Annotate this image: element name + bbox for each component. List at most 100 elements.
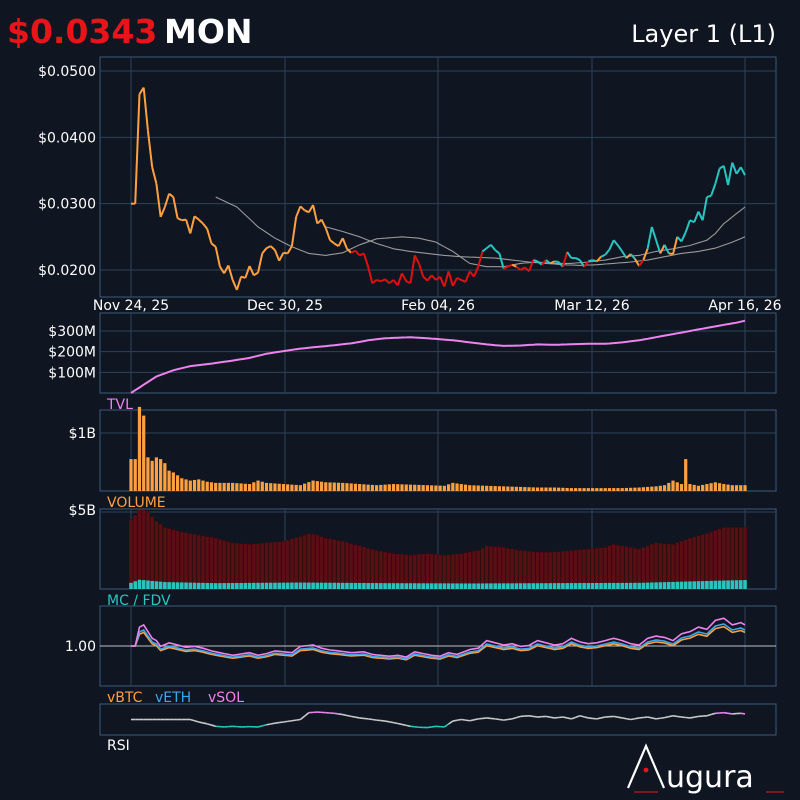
price-segment: [592, 259, 598, 263]
price-segment: [735, 166, 742, 175]
fdv-bar: [514, 549, 519, 590]
volume-bar: [159, 459, 163, 491]
mc-bar: [442, 583, 447, 589]
fdv-bar: [357, 545, 362, 590]
mc-bar: [692, 581, 696, 589]
mcfdv-panel-label: MC / FDV: [107, 593, 171, 609]
mc-bar: [417, 583, 421, 589]
mc-bar: [379, 583, 383, 589]
fdv-bar: [306, 533, 311, 590]
rsi-segment: [384, 720, 390, 723]
mc-bar: [539, 583, 544, 589]
current-price: $0.0343: [7, 12, 158, 51]
price-segment: [426, 274, 433, 282]
mc-bar: [252, 582, 256, 589]
mc-bar: [709, 580, 713, 589]
volume-bar: [286, 484, 290, 491]
volume-bar: [713, 482, 717, 491]
fdv-bar: [260, 542, 265, 590]
rsi-segment: [507, 718, 513, 721]
price-segment: [706, 194, 712, 198]
mc-bar: [700, 581, 705, 589]
price-segment: [680, 231, 687, 242]
mc-bar: [527, 583, 531, 589]
fdv-bar: [696, 535, 701, 590]
mc-bar: [158, 581, 163, 589]
fdv-bar: [370, 549, 375, 590]
mc-bar: [722, 580, 726, 589]
relative-legend-vbtc: vBTC: [107, 690, 143, 706]
rsi-segment: [443, 723, 450, 728]
mc-bar: [391, 583, 396, 589]
fdv-bar: [256, 543, 261, 590]
rsi-segment: [274, 721, 280, 725]
price-segment: [240, 275, 246, 279]
price-segment: [430, 274, 437, 281]
fdv-bar: [141, 509, 146, 590]
price-segment: [554, 260, 559, 264]
volume-bar: [383, 484, 387, 491]
volume-bar: [590, 488, 595, 491]
volume-bar: [616, 488, 620, 491]
price-segment: [290, 216, 298, 247]
volume-bar: [421, 485, 425, 491]
rsi-segment: [342, 713, 348, 717]
mc-bar: [395, 583, 400, 589]
fdv-bar: [188, 533, 193, 590]
rsi-segment: [740, 712, 746, 715]
price-segment: [579, 259, 585, 268]
fdv-bar: [628, 547, 633, 590]
fdv-bar: [277, 541, 282, 590]
fdv-bar: [624, 546, 629, 590]
volume-bar: [387, 484, 391, 491]
mc-bar: [565, 583, 569, 589]
fdv-bar: [480, 547, 485, 590]
mc-bar: [429, 583, 434, 589]
mc-bar: [209, 583, 214, 589]
mc-bar: [323, 582, 328, 589]
price-segment: [155, 183, 162, 218]
volume-bar: [391, 484, 396, 491]
mc-bar: [548, 583, 553, 589]
rsi-segment: [473, 718, 479, 721]
rsi-segment: [304, 712, 310, 717]
price-segment: [731, 162, 738, 175]
rsi-segment: [495, 718, 500, 721]
volume-bar: [675, 482, 679, 491]
price-segment: [371, 279, 378, 285]
mc-bar: [650, 582, 654, 589]
volume-bar: [734, 485, 739, 491]
volume-bar: [175, 475, 180, 491]
rsi-segment: [206, 723, 212, 726]
price-segment: [257, 253, 264, 273]
rsi-segment: [499, 718, 504, 721]
fdv-bar: [247, 544, 252, 590]
price-ma-short-line: [215, 196, 746, 268]
fdv-bar: [205, 536, 210, 590]
price-segment: [244, 265, 251, 279]
rsi-segment: [630, 717, 636, 721]
mc-bar: [544, 583, 548, 589]
volume-bar: [510, 486, 514, 491]
fdv-bar: [154, 521, 159, 590]
fdv-bar: [692, 536, 697, 590]
mc-bar: [196, 582, 201, 589]
price-segment: [337, 237, 344, 247]
price-segment: [739, 166, 746, 176]
volume-bar: [137, 406, 142, 491]
fdv-bar: [264, 542, 269, 590]
volume-bar: [586, 488, 590, 491]
mc-bar: [235, 582, 239, 589]
volume-bar: [277, 483, 281, 491]
vbtc-line: [131, 625, 746, 661]
mc-bar: [603, 582, 608, 589]
price-segment: [219, 266, 226, 274]
rsi-segment: [516, 715, 521, 719]
rsi-segment: [270, 722, 276, 725]
tvl-line: [130, 319, 746, 394]
fdv-bar: [349, 543, 354, 590]
mc-bar: [201, 582, 205, 589]
mc-bar: [658, 582, 663, 589]
fdv-bar: [713, 530, 718, 590]
